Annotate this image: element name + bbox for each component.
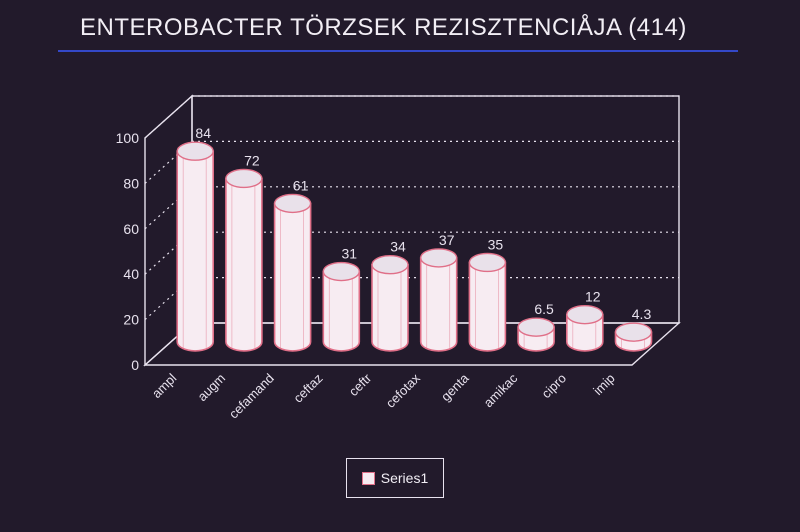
x-tick-label: cipro bbox=[539, 371, 570, 402]
data-label: 61 bbox=[293, 177, 309, 193]
legend: Series1 bbox=[346, 458, 444, 498]
y-tick-label: 80 bbox=[123, 175, 139, 191]
bar-body bbox=[176, 150, 214, 352]
legend-swatch bbox=[361, 471, 375, 485]
x-tick-label: amikac bbox=[481, 370, 521, 410]
data-label: 31 bbox=[342, 246, 358, 262]
x-tick-label: ceftr bbox=[346, 370, 375, 399]
bar-top bbox=[517, 317, 555, 337]
gridline-side bbox=[144, 277, 193, 321]
data-label: 6.5 bbox=[534, 301, 554, 317]
data-label: 12 bbox=[585, 289, 601, 305]
y-tick-label: 60 bbox=[123, 221, 139, 237]
bar-body bbox=[419, 257, 458, 352]
x-tick-label: augm bbox=[195, 371, 229, 405]
gridline-side bbox=[144, 95, 193, 139]
data-label: 35 bbox=[488, 236, 504, 252]
gridline-side bbox=[144, 186, 193, 230]
bar-body bbox=[468, 261, 507, 352]
x-tick-label: imip bbox=[590, 371, 617, 398]
data-label: 4.3 bbox=[632, 306, 652, 322]
bar-top bbox=[614, 322, 653, 342]
y-tick-label: 100 bbox=[116, 130, 140, 146]
bar-body bbox=[371, 263, 409, 352]
bar-body bbox=[566, 313, 604, 352]
x-tick-label: ampl bbox=[149, 370, 180, 401]
bar-top bbox=[420, 248, 458, 268]
bar-top bbox=[176, 141, 214, 161]
x-tick-label: ceftaz bbox=[290, 371, 325, 406]
chart-title: ENTEROBACTER TÖRZSEK REZISZTENCIÅJA (414… bbox=[80, 14, 687, 41]
y-tick-label: 0 bbox=[131, 357, 139, 373]
title-underline bbox=[58, 50, 738, 52]
bar-body bbox=[273, 202, 312, 352]
bar-top bbox=[566, 304, 604, 325]
gridline-side bbox=[144, 140, 193, 184]
data-label: 34 bbox=[390, 239, 406, 255]
bar-top bbox=[468, 252, 507, 273]
x-tick-label: cefamand bbox=[226, 371, 277, 422]
bar-top bbox=[273, 193, 312, 214]
x-tick-label: cefotax bbox=[383, 370, 424, 411]
legend-label: Series1 bbox=[380, 470, 429, 486]
x-tick-label: genta bbox=[438, 370, 472, 404]
bar-top bbox=[225, 168, 263, 189]
data-label: 84 bbox=[195, 125, 211, 141]
bar-top bbox=[371, 255, 409, 275]
bar-body bbox=[322, 270, 361, 352]
bar-body bbox=[225, 177, 263, 352]
y-tick-label: 40 bbox=[123, 266, 139, 282]
data-label: 72 bbox=[244, 152, 260, 168]
y-tick-label: 20 bbox=[123, 312, 139, 328]
data-label: 37 bbox=[439, 232, 455, 248]
bar-top bbox=[322, 261, 360, 282]
gridline-side bbox=[144, 231, 193, 275]
